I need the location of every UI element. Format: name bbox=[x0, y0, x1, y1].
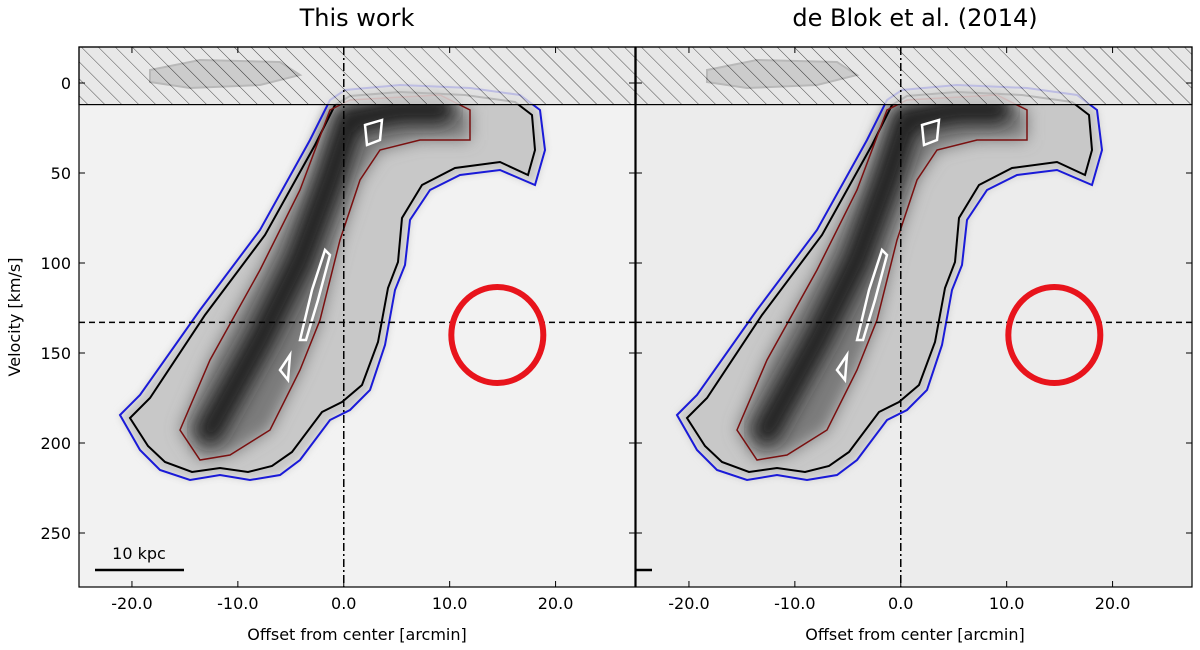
x-tick-label: -20.0 bbox=[111, 594, 152, 613]
y-tick-label: 50 bbox=[51, 164, 71, 183]
x-tick-label: -20.0 bbox=[668, 594, 709, 613]
plot-frame bbox=[635, 46, 1193, 588]
x-tick-label: 0.0 bbox=[888, 594, 913, 613]
panel-title: de Blok et al. (2014) bbox=[792, 4, 1037, 32]
x-axis-label: Offset from center [arcmin] bbox=[805, 625, 1025, 644]
panel-title: This work bbox=[299, 4, 415, 32]
masked-region bbox=[635, 46, 1193, 106]
y-axis-label: Velocity [km/s] bbox=[5, 258, 24, 377]
x-tick-label: 10.0 bbox=[989, 594, 1025, 613]
image-panel-left bbox=[79, 47, 635, 587]
x-tick-label: 20.0 bbox=[538, 594, 574, 613]
highlight-circle bbox=[448, 284, 547, 386]
y-tick-label: 150 bbox=[40, 344, 71, 363]
x-axis-label: Offset from center [arcmin] bbox=[247, 625, 467, 644]
x-tick-label: -10.0 bbox=[774, 594, 815, 613]
y-tick-label: 200 bbox=[40, 434, 71, 453]
x-tick-label: 0.0 bbox=[331, 594, 356, 613]
plot-frame bbox=[78, 46, 636, 588]
masked-region bbox=[78, 46, 636, 106]
scale-bar-label: 10 kpc bbox=[112, 544, 166, 563]
y-tick-label: 0 bbox=[61, 74, 71, 93]
x-tick-label: 20.0 bbox=[1095, 594, 1131, 613]
highlight-circle bbox=[1005, 284, 1104, 386]
y-tick-label: 100 bbox=[40, 254, 71, 273]
y-tick-label: 250 bbox=[40, 524, 71, 543]
x-tick-label: -10.0 bbox=[217, 594, 258, 613]
x-tick-label: 10.0 bbox=[432, 594, 468, 613]
image-panel-right bbox=[636, 47, 1192, 587]
